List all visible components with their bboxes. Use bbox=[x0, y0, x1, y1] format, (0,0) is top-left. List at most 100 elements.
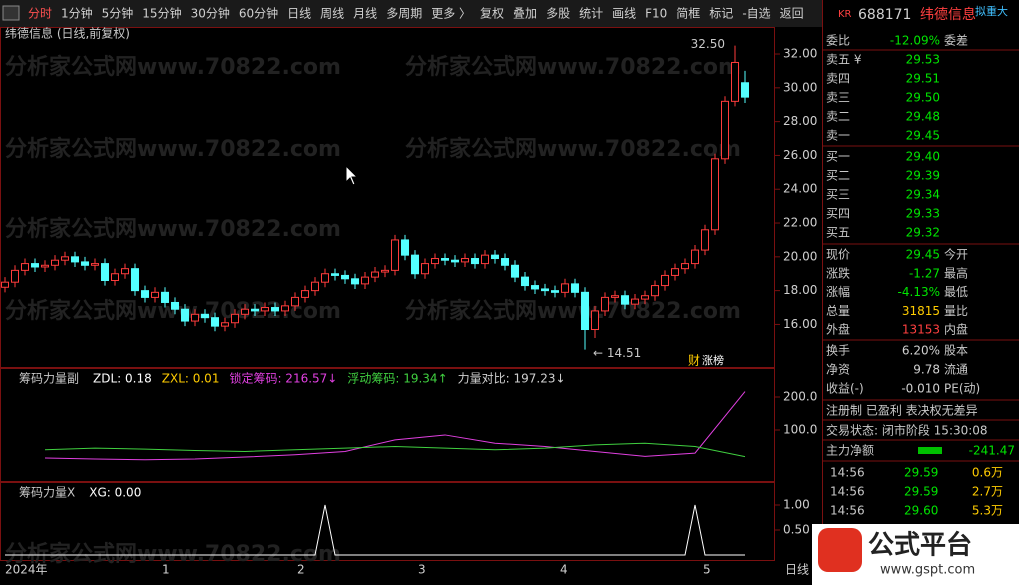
max-label: 32.50 bbox=[691, 37, 725, 51]
toolbar-button[interactable]: F10 bbox=[645, 7, 667, 21]
candle-body bbox=[501, 258, 509, 266]
candle-body bbox=[591, 310, 599, 331]
candle-body bbox=[321, 273, 329, 283]
code: 688171 bbox=[858, 7, 911, 23]
x-tick-label: 1 bbox=[162, 563, 170, 577]
value: 29.40 bbox=[906, 150, 940, 164]
value: -4.13% bbox=[898, 285, 940, 299]
logo-url: www.gspt.com bbox=[880, 563, 975, 578]
value: 29.39 bbox=[906, 169, 940, 183]
candle-body bbox=[721, 100, 729, 160]
x-tick-label: 4 bbox=[560, 563, 568, 577]
value: 29.34 bbox=[906, 188, 940, 202]
label: 外盘 bbox=[826, 322, 850, 337]
watermark: 分析家公式网www.70822.com bbox=[405, 298, 741, 324]
chart-title: 纬德信息 (日线,前复权) bbox=[5, 26, 130, 41]
candle-body bbox=[91, 263, 99, 266]
status: 交易状态: 闭市阶段 15:30:08 bbox=[826, 423, 988, 438]
toolbar-button[interactable]: 标记 bbox=[709, 7, 733, 21]
value: 29.32 bbox=[906, 226, 940, 240]
candle-body bbox=[231, 313, 239, 324]
value: 29.48 bbox=[906, 110, 940, 124]
toolbar-button[interactable]: 60分钟 bbox=[239, 6, 278, 21]
toolbar-button[interactable]: 更多 〉 bbox=[431, 7, 471, 21]
candle-body bbox=[161, 291, 169, 303]
candle-body bbox=[541, 288, 549, 292]
watermark: 分析家公式网www.70822.com bbox=[5, 216, 341, 242]
label: 最低 bbox=[944, 285, 968, 299]
candle-body bbox=[271, 307, 279, 312]
toolbar-button[interactable]: 日线 bbox=[287, 7, 311, 21]
panel-stat: ZDL: 0.18 bbox=[93, 372, 152, 386]
label: 买五 bbox=[826, 226, 850, 240]
badge: 涨榜 bbox=[702, 353, 724, 367]
toolbar-button[interactable]: 画线 bbox=[612, 7, 636, 21]
toolbar-button[interactable]: 分时 bbox=[28, 7, 52, 21]
name: 纬德信息 bbox=[920, 6, 976, 23]
toolbar-button[interactable]: 15分钟 bbox=[142, 6, 181, 21]
toolbar-button[interactable]: 多周期 bbox=[386, 7, 422, 21]
y-tick-label: 200.0 bbox=[783, 389, 817, 403]
candle-body bbox=[421, 263, 429, 275]
tick-time: 14:56 bbox=[830, 485, 865, 499]
label: 换手 bbox=[826, 344, 850, 358]
label: 收益(-) bbox=[826, 382, 864, 396]
series-line bbox=[44, 442, 746, 458]
candle-body bbox=[151, 291, 159, 298]
candle-body bbox=[311, 281, 319, 292]
candle-body bbox=[21, 263, 29, 271]
candle-body bbox=[531, 285, 539, 290]
candle-body bbox=[301, 290, 309, 298]
watermark: 分析家公式网www.70822.com bbox=[5, 541, 341, 567]
candle-body bbox=[581, 291, 589, 331]
logo-name: 公式平台 bbox=[868, 530, 972, 561]
menu-icon[interactable] bbox=[2, 5, 20, 21]
tick-price: 29.59 bbox=[904, 485, 938, 499]
candle-body bbox=[191, 313, 199, 322]
y-tick-label: 16.00 bbox=[783, 317, 817, 331]
toolbar-button[interactable]: 统计 bbox=[579, 7, 603, 21]
panel-stat: XG: 0.00 bbox=[89, 486, 141, 500]
label: 卖一 bbox=[826, 129, 850, 143]
candle-body bbox=[141, 290, 149, 298]
value: -12.09% bbox=[890, 34, 940, 48]
candle-body bbox=[341, 274, 349, 280]
toolbar-button[interactable]: 复权 bbox=[480, 7, 504, 21]
tick-volume: 2.7万 bbox=[972, 485, 1003, 499]
candle-body bbox=[641, 295, 649, 300]
toolbar-button[interactable]: -自选 bbox=[742, 7, 770, 21]
series-line bbox=[44, 391, 746, 461]
toolbar-button[interactable]: 周线 bbox=[320, 7, 344, 21]
toolbar-button[interactable]: 月线 bbox=[353, 7, 377, 21]
label: PE(动) bbox=[944, 382, 980, 396]
toolbar-button[interactable]: 返回 bbox=[780, 7, 804, 21]
candle-body bbox=[481, 254, 489, 265]
candle-body bbox=[101, 263, 109, 281]
y-tick-label: 100.0 bbox=[783, 422, 817, 436]
toolbar-button[interactable]: 叠加 bbox=[513, 7, 537, 21]
main-frame bbox=[0, 27, 775, 368]
candle-body bbox=[241, 308, 249, 315]
toolbar-button[interactable]: 5分钟 bbox=[102, 6, 134, 21]
label: 买四 bbox=[826, 207, 850, 221]
toolbar-button[interactable]: 简框 bbox=[676, 7, 700, 21]
candle-body bbox=[611, 295, 619, 298]
label: 最高 bbox=[944, 265, 968, 280]
x-tick-label: 5 bbox=[703, 563, 711, 577]
toolbar-button[interactable]: 1分钟 bbox=[61, 6, 93, 21]
toolbar-button[interactable]: 30分钟 bbox=[191, 6, 230, 21]
label: 股本 bbox=[944, 344, 968, 358]
panel-title: 筹码力量副 bbox=[19, 372, 79, 386]
tags: 注册制 已盈利 表决权无差异 bbox=[826, 403, 978, 418]
candle-body bbox=[201, 313, 209, 319]
candle-body bbox=[601, 296, 609, 312]
tick-volume: 5.3万 bbox=[972, 504, 1003, 518]
badge: 财 bbox=[688, 354, 700, 368]
toolbar-button[interactable]: 多股 bbox=[546, 7, 570, 21]
candle-body bbox=[221, 322, 229, 327]
y-tick-label: 1.00 bbox=[783, 498, 810, 512]
watermark: 分析家公式网www.70822.com bbox=[405, 54, 741, 80]
candle-body bbox=[411, 254, 419, 275]
